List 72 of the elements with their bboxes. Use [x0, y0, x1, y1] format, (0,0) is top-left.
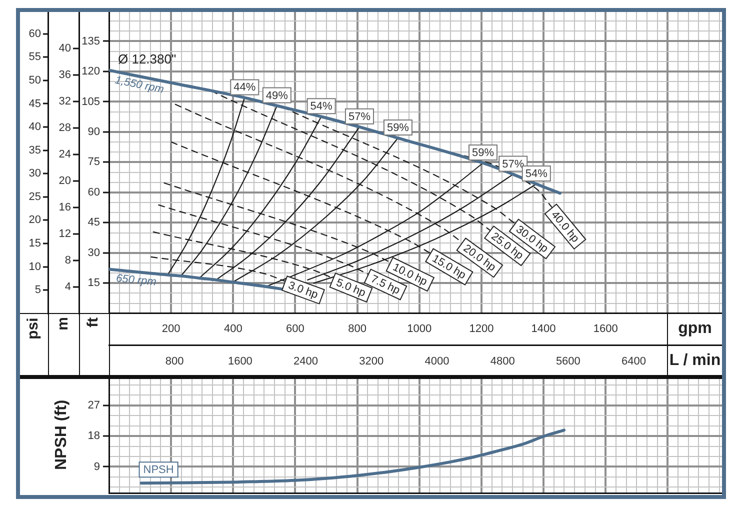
x-tick-label: 1000 — [407, 323, 432, 336]
text: 40.0 hp — [548, 208, 582, 245]
x2-tick-label: 6400 — [622, 356, 646, 368]
y-tick-label: 45 — [88, 216, 100, 229]
series-label: 57% — [502, 158, 524, 170]
y2-tick-label: 20 — [28, 214, 41, 226]
y3-tick-label: 28 — [58, 122, 71, 134]
y3-tick-label: 8 — [64, 254, 71, 266]
x2-tick-label: 4000 — [424, 356, 450, 368]
y2-tick-label: 10 — [28, 260, 41, 273]
y-tick-label: 135 — [82, 35, 100, 48]
y-tick-label: 30 — [88, 246, 100, 259]
y-axis-title: NPSH (ft) — [53, 400, 71, 470]
series-label: 59% — [472, 147, 494, 160]
y3-tick-label: 4 — [64, 280, 71, 293]
y2-tick-label: 35 — [28, 144, 41, 156]
y2-tick-label: 5 — [34, 284, 41, 296]
y-tick-label: 27 — [88, 399, 100, 412]
y-tick-label: 15 — [88, 277, 100, 290]
y3-tick-label: 36 — [58, 69, 71, 82]
x-tick-label: 600 — [286, 323, 304, 336]
y3-tick-label: 32 — [58, 96, 71, 108]
x2-tick-label: 1600 — [228, 356, 252, 368]
y-tick-label: 18 — [88, 430, 100, 442]
y2-tick-label: 50 — [28, 74, 41, 86]
text: 1,550 rpm — [114, 74, 165, 96]
y3-tick-label: 40 — [58, 42, 71, 55]
x-tick-label: 1400 — [531, 323, 556, 336]
series-label: 44% — [234, 82, 256, 94]
x-tick-label: 400 — [224, 323, 242, 336]
x-tick-label: 800 — [348, 323, 366, 336]
annotation: Ø 12.380" — [118, 51, 176, 66]
y2-tick-label: 15 — [28, 238, 41, 250]
y-axis-title: ft — [84, 317, 102, 328]
x2-tick-label: 3200 — [359, 356, 384, 368]
y2-tick-label: 60 — [28, 28, 41, 40]
y-tick-label: 105 — [82, 96, 100, 108]
y2-tick-label: 45 — [28, 98, 41, 110]
y2-tick-label: 55 — [28, 51, 41, 64]
y-tick-label: 120 — [82, 66, 100, 78]
series-label: 57% — [348, 110, 371, 123]
text: 15.0 hp — [430, 252, 468, 282]
text: 3.0 hp — [286, 280, 320, 302]
x2-tick-label: 4800 — [490, 356, 515, 368]
y3-tick-label: 16 — [58, 202, 71, 214]
series-label: 54% — [525, 168, 548, 180]
series-label: 49% — [266, 90, 288, 102]
x2-tick-label: 800 — [165, 356, 184, 368]
y2-tick-label: 40 — [28, 121, 41, 134]
y-tick-label: 90 — [88, 126, 100, 138]
y-tick-label: 9 — [94, 460, 100, 473]
x2-tick-label: 2400 — [294, 356, 318, 368]
y3-tick-label: 24 — [58, 148, 71, 161]
series-label: 59% — [386, 122, 410, 134]
y2-axis-title: psi — [24, 318, 42, 340]
y3-tick-label: 20 — [58, 175, 71, 188]
x2-axis-title: L / min — [669, 352, 721, 370]
y2-tick-label: 30 — [28, 168, 41, 180]
x-axis-title: gpm — [678, 320, 712, 338]
y2-tick-label: 25 — [28, 190, 41, 203]
y-tick-label: 60 — [88, 186, 100, 198]
x-tick-label: 1600 — [593, 323, 618, 336]
y-tick-label: 75 — [88, 156, 100, 168]
text: 5.0 hp — [334, 276, 368, 300]
x2-tick-label: 5600 — [556, 356, 580, 368]
series-label: 54% — [310, 100, 333, 113]
y3-tick-label: 12 — [58, 228, 71, 240]
x-tick-label: 200 — [162, 323, 180, 336]
y3-axis-title: m — [54, 317, 72, 330]
text: 650 rpm — [116, 272, 157, 288]
x-tick-label: 1200 — [469, 323, 494, 336]
series-label: NPSH — [143, 464, 174, 476]
